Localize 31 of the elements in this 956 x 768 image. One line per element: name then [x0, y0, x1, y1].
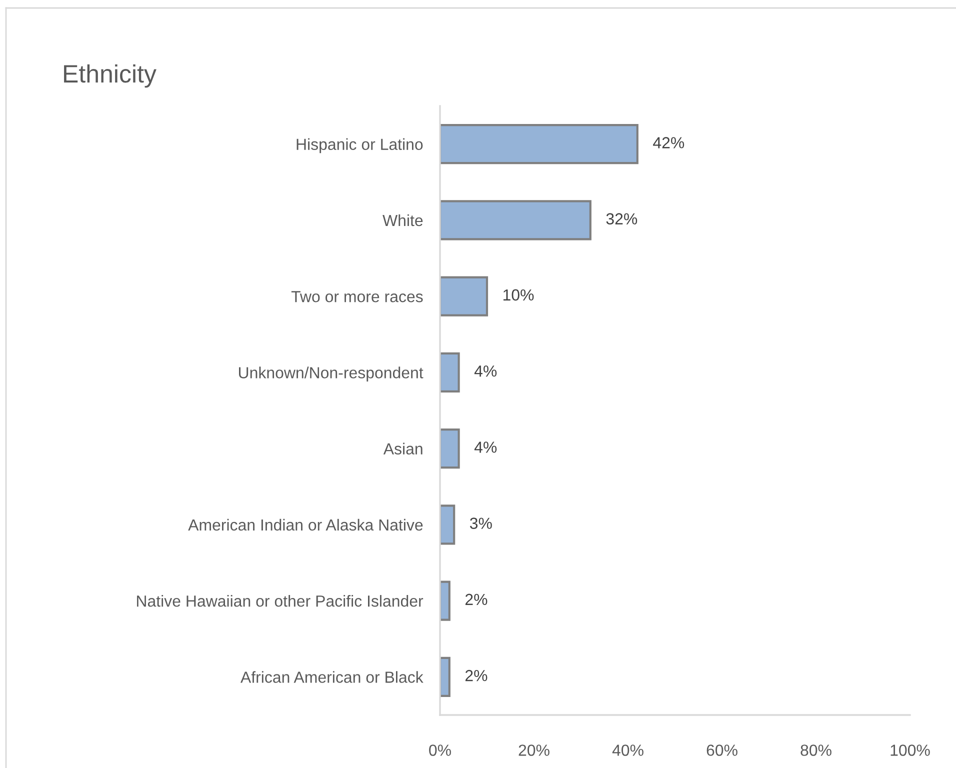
data-label: 4% [474, 365, 497, 377]
x-tick-label: 40% [612, 744, 644, 756]
data-label: 42% [653, 137, 684, 148]
y-tick-label: Two or more races [291, 291, 423, 302]
y-tick-label: Native Hawaiian or other Pacific Islander [137, 595, 424, 607]
data-label: 4% [474, 442, 497, 453]
bar [440, 124, 638, 164]
y-tick-label: American Indian or Alaska Native [188, 518, 423, 531]
data-label: 10% [503, 289, 534, 301]
bar [440, 352, 460, 393]
bar [440, 428, 460, 469]
y-tick-label: Asian [383, 442, 422, 455]
data-label: 2% [465, 670, 488, 682]
x-tick-label: 100% [890, 744, 930, 756]
data-label: 2% [465, 594, 488, 606]
y-tick-label: White [382, 214, 423, 226]
bar [440, 656, 450, 698]
x-tick-label: 80% [800, 744, 832, 756]
data-label: 3% [470, 518, 492, 529]
bar [440, 504, 456, 545]
y-tick-label: Unknown/Non-respondent [239, 366, 424, 382]
bar [440, 580, 450, 621]
x-tick-label: 0% [429, 744, 451, 756]
bar [440, 276, 488, 316]
x-tick-label: 60% [706, 744, 738, 756]
y-tick-label: African American or Black [240, 671, 424, 683]
bar [440, 200, 592, 240]
x-tick-label: 20% [518, 744, 550, 756]
y-tick-label: Hispanic or Latino [296, 138, 423, 154]
data-label: 32% [606, 213, 638, 224]
text: Ethnicity [64, 64, 156, 88]
